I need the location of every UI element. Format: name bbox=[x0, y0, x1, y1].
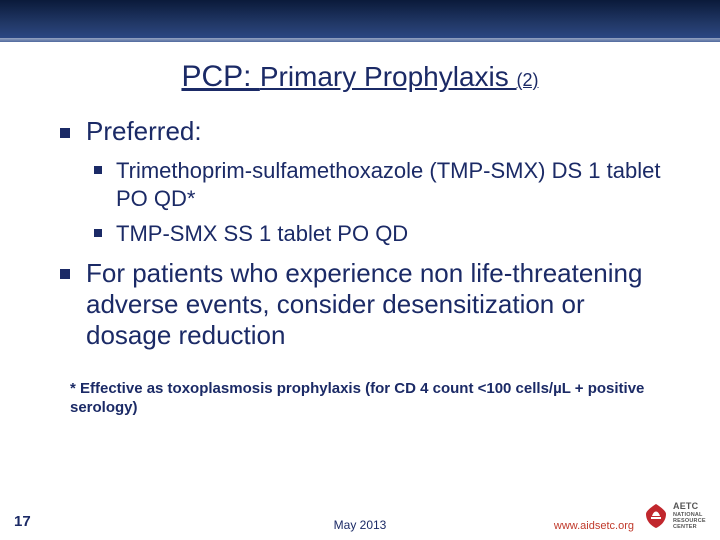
content-area: Preferred: Trimethoprim-sulfamethoxazole… bbox=[0, 104, 720, 351]
slide-number: 17 bbox=[14, 513, 31, 530]
list-item: Trimethoprim-sulfamethoxazole (TMP-SMX) … bbox=[94, 157, 672, 212]
preferred-label: Preferred: bbox=[86, 116, 202, 146]
footer-url: www.aidsetc.org bbox=[554, 520, 634, 532]
bullet-list-level1: Preferred: Trimethoprim-sulfamethoxazole… bbox=[60, 116, 672, 351]
slide-date: May 2013 bbox=[334, 518, 387, 532]
slide-title: PCP: Primary Prophylaxis (2) bbox=[0, 42, 720, 104]
preferred-items: Trimethoprim-sulfamethoxazole (TMP-SMX) … bbox=[94, 157, 672, 248]
aetc-logo: AETC National Resource Center bbox=[642, 496, 714, 536]
list-item: TMP-SMX SS 1 tablet PO QD bbox=[94, 220, 672, 248]
title-sub: Primary Prophylaxis bbox=[260, 61, 517, 92]
footer: 17 May 2013 www.aidsetc.org AETC Nationa… bbox=[0, 500, 720, 540]
logo-text: AETC National Resource Center bbox=[673, 502, 706, 530]
footnote: * Effective as toxoplasmosis prophylaxis… bbox=[0, 359, 720, 418]
title-num: (2) bbox=[517, 70, 539, 90]
topbar bbox=[0, 0, 720, 42]
title-main: PCP: bbox=[181, 60, 259, 93]
adverse-events-bullet: For patients who experience non life-thr… bbox=[60, 258, 672, 351]
logo-acronym: AETC bbox=[673, 502, 706, 512]
logo-icon bbox=[642, 502, 670, 530]
logo-line: Center bbox=[673, 524, 706, 530]
preferred-heading: Preferred: Trimethoprim-sulfamethoxazole… bbox=[60, 116, 672, 248]
